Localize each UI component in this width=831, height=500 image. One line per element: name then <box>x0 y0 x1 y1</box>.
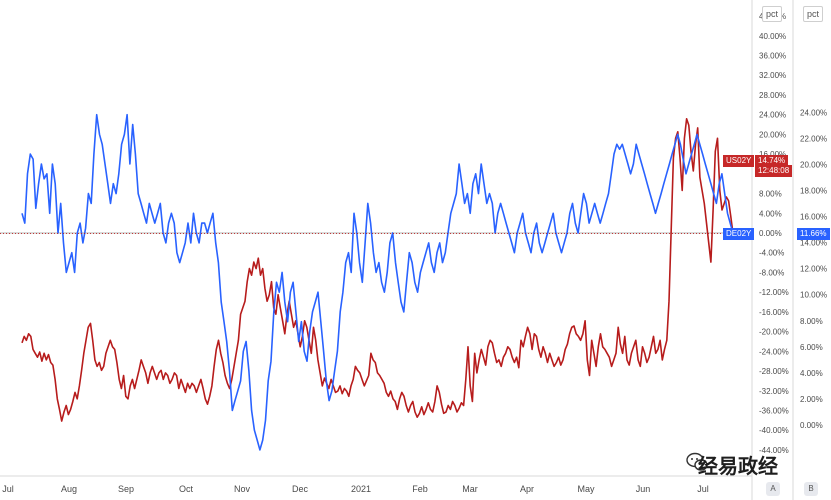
x-axis-tick-label: Dec <box>292 484 309 494</box>
right-axis-tick-label: 2.00% <box>800 395 823 404</box>
left-axis-unit-label: pct <box>762 6 783 22</box>
left-axis-tick-label: 40.00% <box>759 32 786 41</box>
x-axis-tick-label: May <box>577 484 595 494</box>
left-axis-tick-label: -20.00% <box>759 328 789 337</box>
right-axis-tick-label: 22.00% <box>800 134 827 143</box>
series-line-de02y <box>21 113 734 451</box>
left-axis-tick-label: 20.00% <box>759 130 786 139</box>
blue-series-symbol-tag: DE02Y <box>723 228 755 240</box>
left-axis-tick-label: 28.00% <box>759 91 786 100</box>
left-axis-tick-label: -4.00% <box>759 249 784 258</box>
left-axis-tick-label: 16.00% <box>759 150 786 159</box>
left-axis-tick-label: 4.00% <box>759 209 782 218</box>
right-axis-tick-label: 0.00% <box>800 421 823 430</box>
left-axis-tick-label: -36.00% <box>759 406 789 415</box>
left-axis-tick-label: -16.00% <box>759 308 789 317</box>
left-axis-tick-label: 32.00% <box>759 71 786 80</box>
x-axis-tick-label: Jul <box>697 484 709 494</box>
x-axis-tick-label: Feb <box>412 484 428 494</box>
right-axis-unit-label: pct <box>803 6 824 22</box>
axis-button-b[interactable]: B <box>804 482 818 496</box>
left-axis-tick-label: -24.00% <box>759 347 789 356</box>
red-series-time-tag: 12:48:08 <box>755 165 793 177</box>
x-axis-tick-label: Oct <box>179 484 194 494</box>
left-axis-tick-label: -44.00% <box>759 446 789 455</box>
right-axis-tick-label: 16.00% <box>800 213 827 222</box>
red-series-symbol-tag: US02Y <box>723 155 755 167</box>
right-axis-tick-label: 4.00% <box>800 369 823 378</box>
right-axis-tick-label: 24.00% <box>800 108 827 117</box>
red-series-value-tag: 14.74% <box>755 155 789 167</box>
x-axis-tick-label: Aug <box>61 484 77 494</box>
left-axis-tick-label: -32.00% <box>759 387 789 396</box>
x-axis-tick-label: Jul <box>2 484 14 494</box>
right-axis-tick-label: 10.00% <box>800 291 827 300</box>
right-axis-tick-label: 14.00% <box>800 239 827 248</box>
left-axis-tick-label: 8.00% <box>759 190 782 199</box>
x-axis-tick-label: Nov <box>234 484 251 494</box>
series-line-us02y <box>21 118 734 422</box>
right-axis-tick-label: 20.00% <box>800 160 827 169</box>
left-axis-tick-label: 24.00% <box>759 111 786 120</box>
left-axis-tick-label: 36.00% <box>759 52 786 61</box>
x-axis-tick-label: 2021 <box>351 484 371 494</box>
blue-series-value-tag: 11.66% <box>797 228 830 240</box>
watermark-text: 经易政经 <box>698 454 778 478</box>
x-axis-tick-label: Sep <box>118 484 134 494</box>
right-axis-tick-label: 6.00% <box>800 343 823 352</box>
left-axis-tick-label: -28.00% <box>759 367 789 376</box>
axis-button-a[interactable]: A <box>766 482 780 496</box>
right-axis-tick-label: 12.00% <box>800 265 827 274</box>
left-axis-tick-label: -40.00% <box>759 426 789 435</box>
left-axis-tick-label: -12.00% <box>759 288 789 297</box>
x-axis-tick-label: Mar <box>462 484 478 494</box>
left-axis-tick-label: 0.00% <box>759 229 782 238</box>
right-axis-tick-label: 18.00% <box>800 186 827 195</box>
right-axis-tick-label: 8.00% <box>800 317 823 326</box>
x-axis-tick-label: Jun <box>636 484 651 494</box>
left-axis-tick-label: -8.00% <box>759 268 784 277</box>
wechat-icon <box>686 452 708 471</box>
x-axis-tick-label: Apr <box>520 484 534 494</box>
